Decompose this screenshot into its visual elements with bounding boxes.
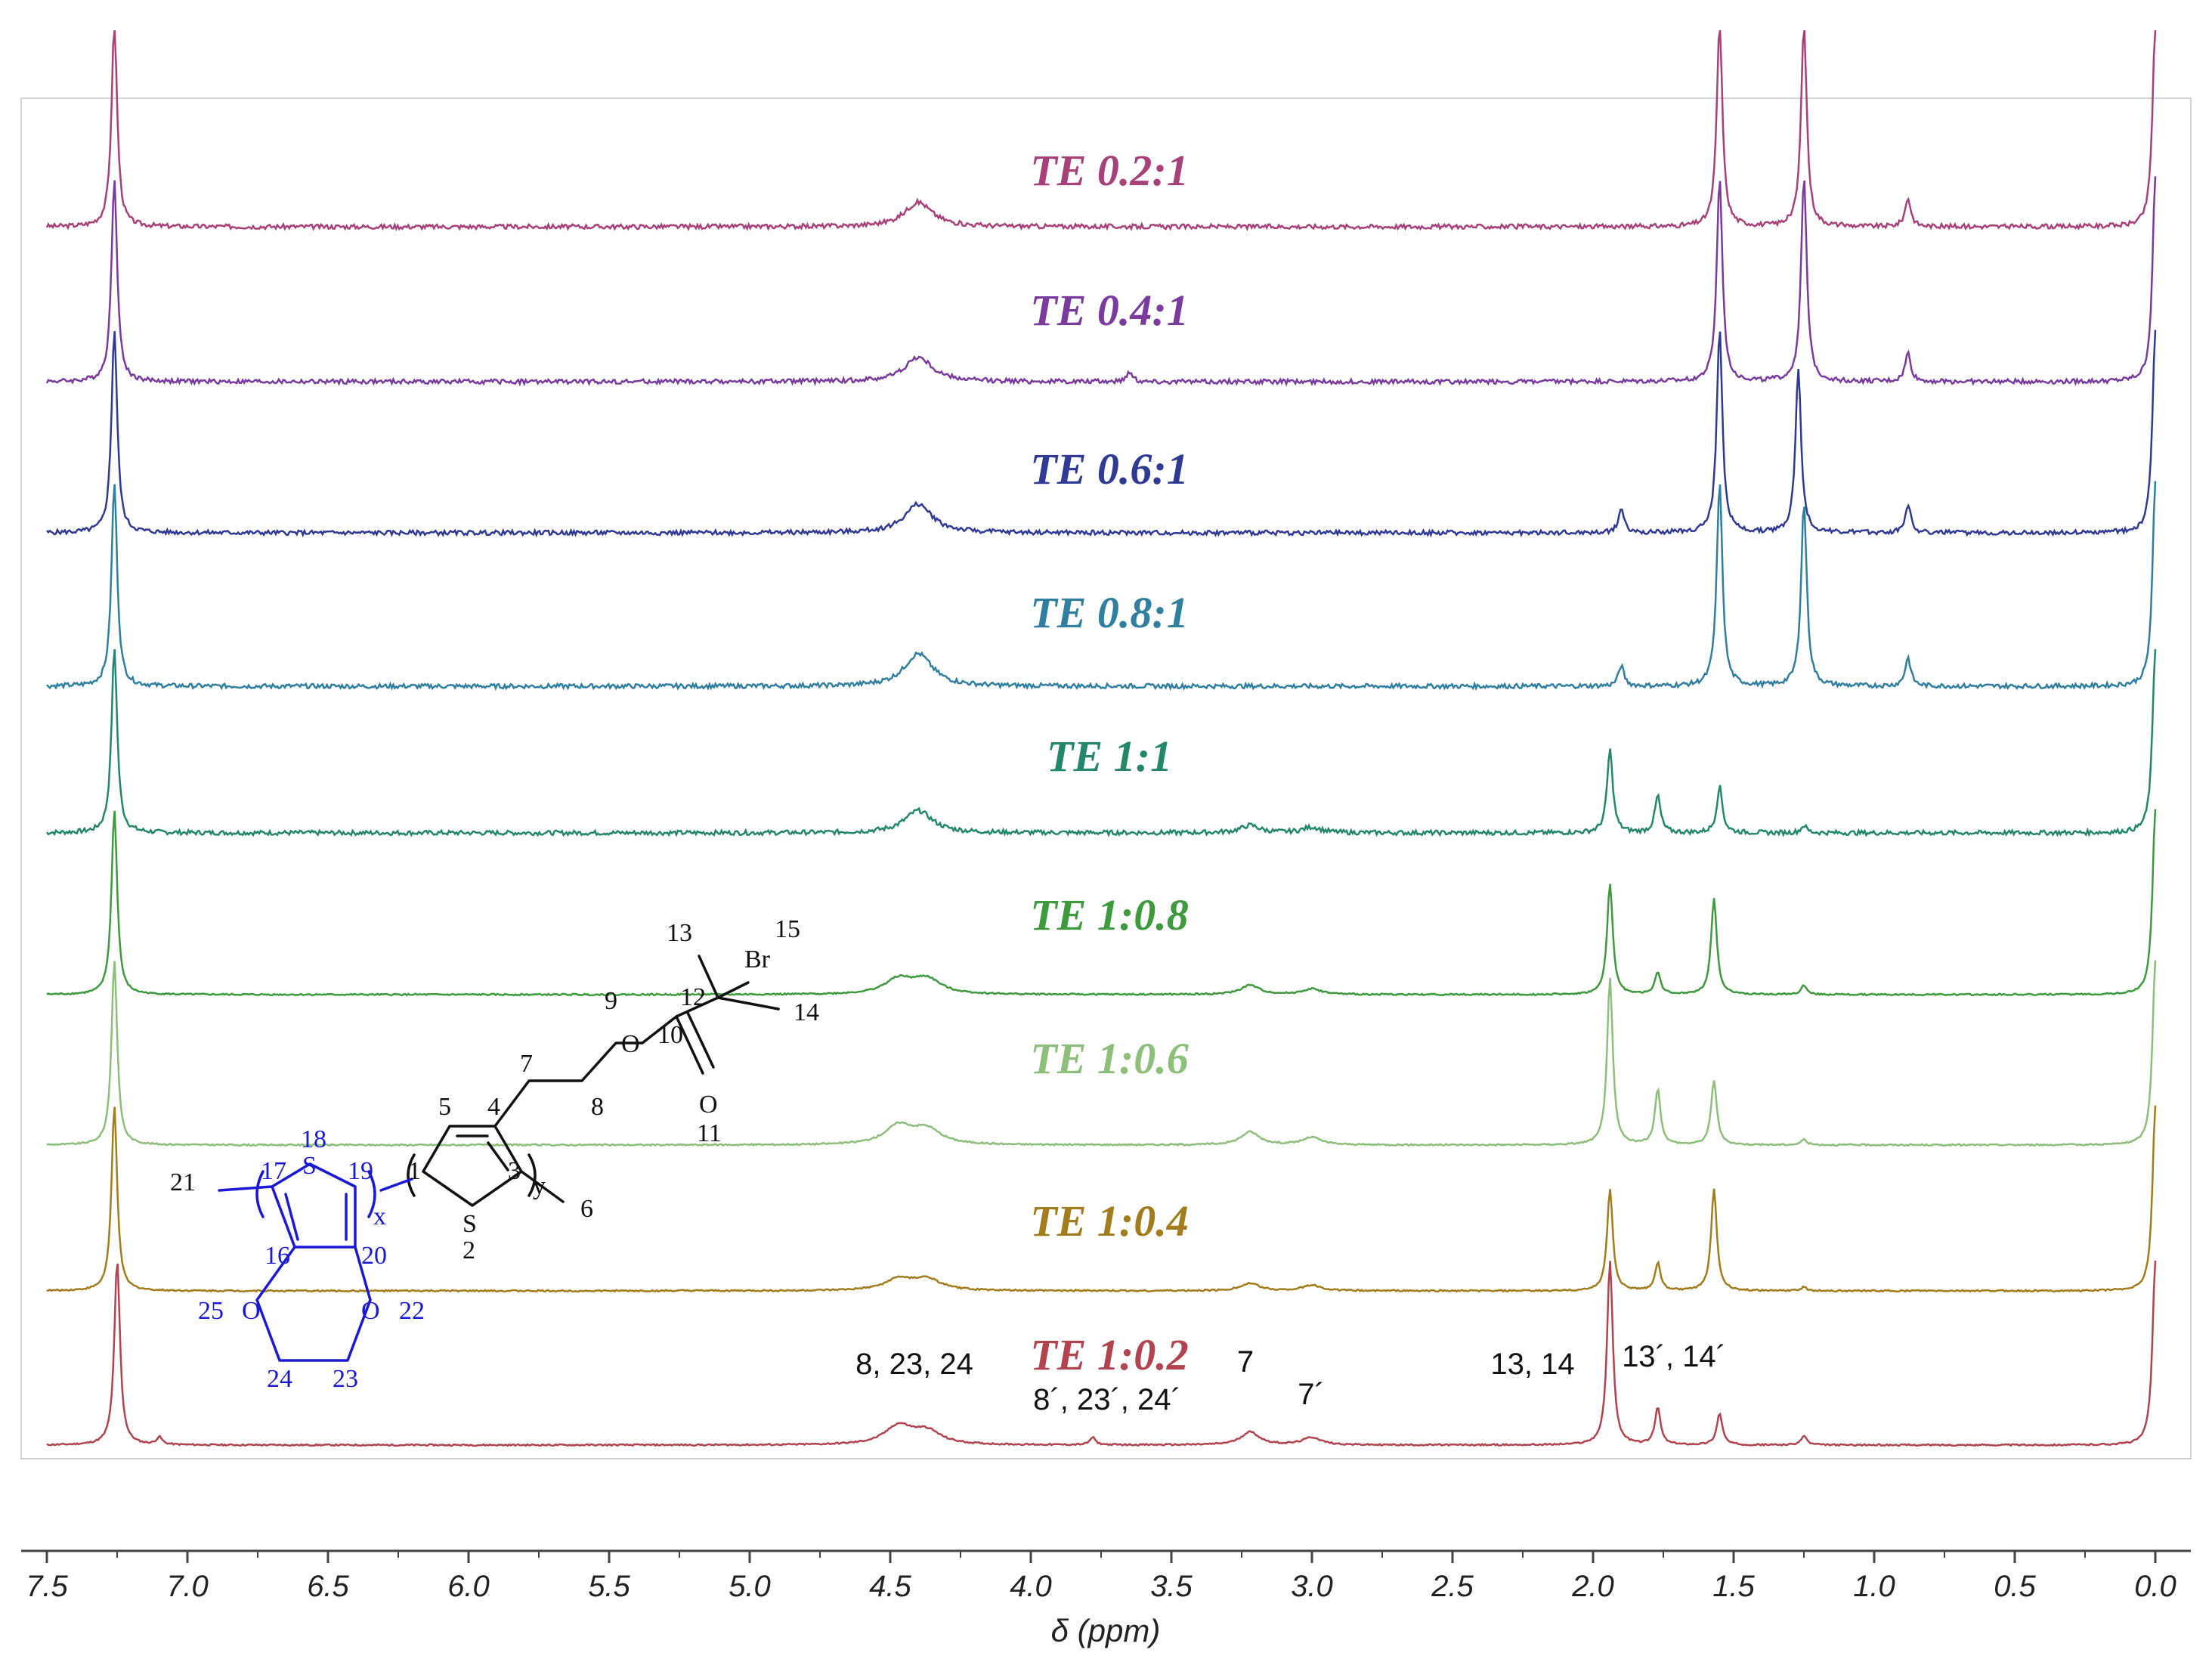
atom-label-12: 12	[680, 983, 706, 1011]
spectrum-line	[46, 960, 2157, 1147]
spectra-group	[45, 29, 2157, 1447]
atom-s2: S	[463, 1210, 477, 1238]
atom-o9: O	[621, 1030, 640, 1058]
atom-label-13: 13	[667, 919, 692, 947]
methyl-21-bond	[218, 1185, 274, 1192]
series-label: TE 1:0.4	[1030, 1196, 1188, 1246]
atom-label-23: 23	[333, 1365, 358, 1393]
atom-s18: S	[302, 1152, 317, 1180]
peak-annotation: 13, 14	[1490, 1348, 1574, 1381]
x-tick-label: 4.0	[1010, 1570, 1052, 1603]
x-axis: 7.5 7.0 6.5 6.0 5.5 5.0 4.5 4.0 3.5 3.0 2.5 2.0 1.5 1…	[21, 1549, 2191, 1648]
series-label: TE 1:0.6	[1030, 1034, 1188, 1083]
series-label: TE 0.6:1	[1030, 444, 1188, 494]
x-tick-label: 3.0	[1291, 1570, 1333, 1603]
atom-label-19: 19	[348, 1157, 373, 1185]
series-label: TE 0.2:1	[1030, 146, 1188, 195]
bracket-x-right	[367, 1170, 376, 1218]
x-tick-label: 3.5	[1150, 1570, 1193, 1603]
atom-label-21: 21	[170, 1168, 196, 1196]
series-labels: TE 0.2:1 TE 0.4:1 TE 0.6:1 TE 0.8:1 TE 1:1 TE…	[1030, 146, 1188, 1379]
atom-label-15: 15	[775, 915, 800, 943]
atom-label-22: 22	[399, 1297, 425, 1325]
atom-label-3: 3	[508, 1157, 521, 1185]
x-tick-label: 6.0	[447, 1570, 490, 1603]
atom-br: Br	[744, 946, 771, 973]
carbonyl-bond	[675, 1015, 704, 1075]
x-tick-label: 2.5	[1431, 1570, 1474, 1603]
atom-label-2: 2	[463, 1236, 475, 1264]
x-tick-label: 0.0	[2134, 1570, 2176, 1603]
series-label: TE 1:0.2	[1030, 1330, 1188, 1379]
atom-label-10: 10	[657, 1021, 683, 1049]
atom-label-9: 9	[605, 987, 617, 1015]
link-bond	[379, 1178, 413, 1192]
x-axis-title: δ (ppm)	[1051, 1613, 1161, 1648]
peak-annotation: 13´, 14´	[1622, 1340, 1726, 1373]
x-tick-label: 7.5	[26, 1570, 68, 1603]
atom-label-8: 8	[591, 1093, 604, 1121]
peak-annotations: 8, 23, 24 8´, 23´, 24´ 7 7´ 13, 14 13´, 14´	[855, 1340, 1726, 1416]
spectrum-line	[45, 29, 2157, 232]
atom-o11: O	[699, 1091, 718, 1119]
series-label: TE 0.4:1	[1030, 286, 1188, 335]
atom-label-20: 20	[361, 1242, 387, 1270]
series-label: TE 1:1	[1047, 732, 1172, 781]
spectrum-line	[46, 330, 2157, 538]
atom-label-25: 25	[198, 1297, 224, 1325]
bracket-y-right	[527, 1153, 537, 1197]
bracket-y-left	[407, 1153, 416, 1197]
atom-label-6: 6	[580, 1195, 593, 1223]
x-tick-label: 6.5	[307, 1570, 349, 1603]
atom-o25: O	[242, 1297, 261, 1325]
peak-annotation: 8´, 23´, 24´	[1033, 1383, 1181, 1416]
atom-label-24: 24	[267, 1365, 292, 1393]
x-tick-label: 4.5	[869, 1570, 911, 1603]
side-chain	[493, 981, 750, 1128]
x-tick-label: 1.5	[1712, 1570, 1755, 1603]
x-tick-label: 5.5	[588, 1570, 630, 1603]
x-tick-label: 5.0	[729, 1570, 771, 1603]
atom-label-7: 7	[520, 1050, 533, 1078]
atom-label-1: 1	[408, 1157, 421, 1185]
atom-label-17: 17	[261, 1157, 286, 1185]
atom-label-16: 16	[265, 1242, 290, 1270]
series-label: TE 1:0.8	[1030, 890, 1188, 939]
edot-ring	[271, 1162, 357, 1249]
methyl-13-bond	[698, 955, 719, 999]
chemical-structure: 1 2 3 4 5 6 7 8 9 10 11 12 13 14 15 S O …	[170, 915, 819, 1393]
spectrum-line	[46, 1105, 2157, 1293]
bracket-x-left	[255, 1170, 265, 1218]
spectrum-line	[45, 176, 2157, 387]
double-bond-c3	[487, 1141, 509, 1171]
carbonyl-bond-2	[686, 1011, 715, 1069]
spectrum-line	[46, 1260, 2157, 1447]
x-tick-label: 1.0	[1853, 1570, 1895, 1603]
atom-label-14: 14	[794, 998, 819, 1026]
atom-label-11: 11	[697, 1119, 722, 1147]
atom-label-4: 4	[487, 1093, 500, 1121]
dioxane-ring	[255, 1246, 372, 1362]
x-ticks: 7.5 7.0 6.5 6.0 5.5 5.0 4.5 4.0 3.5 3.0 2.5 2.0 1.5 1…	[26, 1551, 2176, 1603]
atom-o22: O	[361, 1297, 380, 1325]
atom-label-18: 18	[301, 1125, 326, 1153]
subscript-x: x	[373, 1202, 386, 1230]
peak-annotation: 7´	[1298, 1378, 1325, 1411]
x-tick-label: 7.0	[166, 1570, 209, 1603]
atom-label-5: 5	[438, 1093, 451, 1121]
spectrum-line	[46, 809, 2157, 997]
spectrum-line	[46, 481, 2157, 692]
peak-annotation: 7	[1237, 1345, 1254, 1379]
spectrum-line	[45, 648, 2157, 837]
peak-annotation: 8, 23, 24	[855, 1348, 973, 1381]
x-tick-label: 0.5	[1994, 1570, 2036, 1603]
methyl-14-bond	[716, 996, 780, 1011]
thiophene-ring-black	[422, 1125, 523, 1207]
methyl-6-bond	[520, 1170, 565, 1203]
x-tick-label: 2.0	[1571, 1570, 1614, 1603]
subscript-y: y	[533, 1172, 546, 1200]
series-label: TE 0.8:1	[1030, 588, 1188, 637]
edot-double-bond	[284, 1193, 299, 1241]
